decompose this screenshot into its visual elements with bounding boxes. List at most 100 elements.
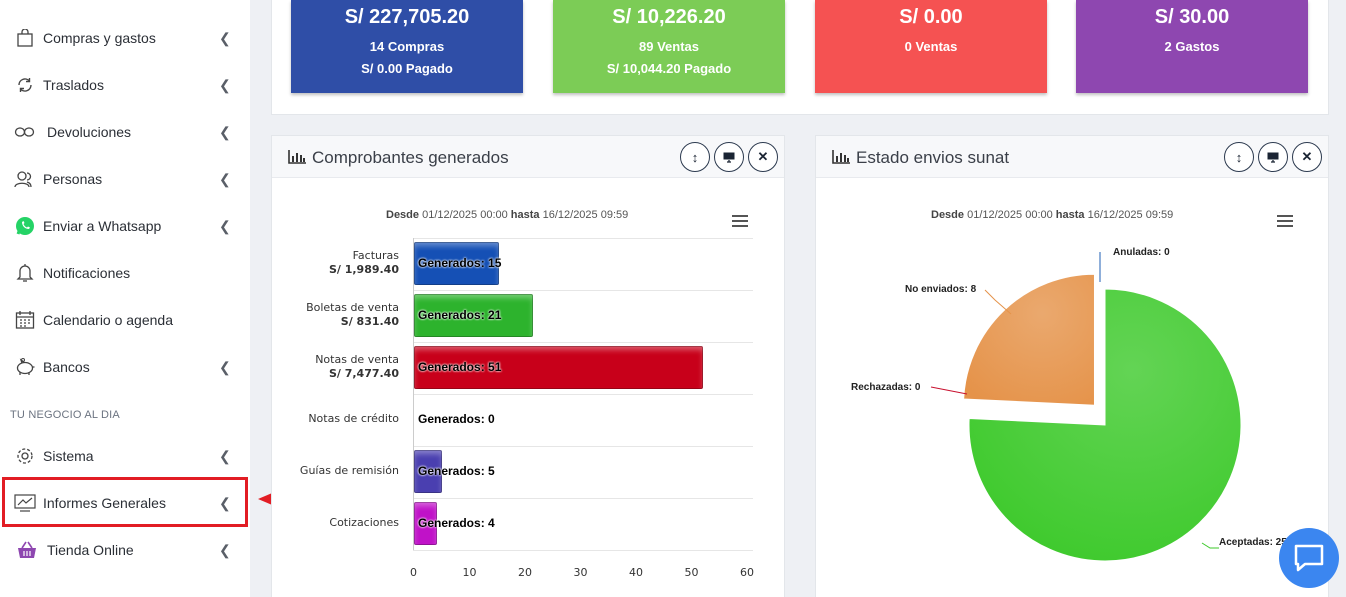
y-axis [413, 238, 414, 550]
grid-line [413, 498, 753, 499]
card-amount: S/ 30.00 [1154, 6, 1230, 28]
chat-button[interactable] [1279, 528, 1339, 588]
grid-line [413, 342, 753, 343]
fullscreen-button[interactable] [1258, 142, 1288, 172]
card-line2: S/ 10,044.20 Pagado [606, 61, 732, 76]
close-button[interactable]: ✕ [748, 142, 778, 172]
card-gastos[interactable]: S/ 30.00 2 Gastos [1076, 0, 1308, 93]
card-compras[interactable]: S/ 227,705.20 14 Compras S/ 0.00 Pagado [291, 0, 523, 93]
sidebar-item-label: Traslados [43, 77, 104, 93]
users-icon [14, 169, 36, 189]
bar[interactable] [414, 450, 443, 493]
bar[interactable] [414, 502, 437, 545]
sidebar-item-label: Personas [43, 171, 103, 187]
card-amount: S/ 10,226.20 [612, 6, 726, 28]
card-ventas-pendientes[interactable]: S/ 0.00 0 Ventas [815, 0, 1047, 93]
card-line1: 89 Ventas [639, 39, 699, 54]
gear-icon [14, 446, 36, 466]
pie-slice[interactable] [968, 288, 1242, 562]
section-label: TU NEGOCIO AL DIA [10, 409, 120, 421]
chart-subtitle: Desde 01/12/2025 00:00 hasta 16/12/2025 … [931, 209, 1174, 221]
grid-line [413, 394, 753, 395]
close-button[interactable]: ✕ [1292, 142, 1322, 172]
panel-header: Comprobantes generados ↕ ✕ [272, 136, 784, 178]
basket-icon [16, 540, 38, 560]
x-tick-label: 20 [518, 566, 532, 579]
sidebar-item-label: Devoluciones [47, 124, 132, 140]
piggy-bank-icon [14, 357, 36, 377]
category-label: Boletas de venta S/ 831.40 [306, 301, 399, 328]
sidebar-item-compras[interactable]: Compras y gastos ❮ [0, 18, 250, 58]
chart-line-icon [14, 493, 36, 513]
pie-data-label: Rechazadas: 0 [851, 382, 921, 393]
bar[interactable] [414, 346, 703, 389]
infinity-icon [14, 122, 36, 142]
card-amount: S/ 0.00 [899, 6, 963, 28]
sidebar-item-label: Bancos [43, 359, 90, 375]
category-label: Notas de venta S/ 7,477.40 [315, 353, 399, 380]
pie-slice[interactable] [963, 273, 1095, 406]
sidebar-item-label: Informes Generales [43, 495, 166, 511]
sidebar-item-sistema[interactable]: Sistema ❮ [0, 436, 250, 476]
sidebar-item-label: Enviar a Whatsapp [43, 218, 162, 234]
chevron-left-icon: ❮ [219, 358, 231, 375]
data-label: Generados: 4 [418, 516, 495, 530]
card-amount: S/ 227,705.20 [344, 6, 470, 28]
x-tick-label: 40 [629, 566, 643, 579]
pie-data-label: Anuladas: 0 [1113, 247, 1170, 258]
grid-line [413, 290, 753, 291]
sidebar-item-informes-generales[interactable]: Informes Generales ❮ [0, 483, 250, 523]
resize-button[interactable]: ↕ [680, 142, 710, 172]
sidebar-item-whatsapp[interactable]: Enviar a Whatsapp ❮ [0, 206, 250, 246]
panel-title: Estado envios sunat [856, 148, 1010, 167]
leader-line [1201, 542, 1219, 549]
card-line1: 2 Gastos [1164, 39, 1220, 54]
grid-line [413, 446, 753, 447]
sidebar-item-personas[interactable]: Personas ❮ [0, 159, 250, 199]
whatsapp-icon [14, 216, 36, 236]
data-label: Generados: 21 [418, 308, 502, 322]
highlight-box [2, 477, 248, 527]
x-tick-label: 60 [740, 566, 754, 579]
data-label: Generados: 0 [418, 412, 495, 426]
data-label: Generados: 51 [418, 360, 502, 374]
data-label: Generados: 15 [418, 256, 502, 270]
card-ventas[interactable]: S/ 10,226.20 89 Ventas S/ 10,044.20 Paga… [553, 0, 785, 93]
x-tick-label: 30 [573, 566, 588, 579]
card-line1: 0 Ventas [904, 39, 958, 54]
x-tick-label: 10 [462, 566, 477, 579]
hamburger-menu-icon[interactable] [732, 215, 748, 227]
bar-chart-icon [288, 150, 306, 169]
sidebar-item-traslados[interactable]: Traslados ❮ [0, 65, 250, 105]
chevron-left-icon: ❮ [219, 29, 231, 46]
sidebar-item-calendario[interactable]: Calendario o agenda [0, 300, 250, 340]
data-label: Generados: 5 [418, 464, 495, 478]
sidebar-item-devoluciones[interactable]: Devoluciones ❮ [0, 112, 250, 152]
chevron-left-icon: ❮ [219, 170, 231, 187]
sidebar-item-label: Tienda Online [47, 542, 134, 558]
sidebar-item-label: Notificaciones [43, 265, 131, 281]
resize-button[interactable]: ↕ [1224, 142, 1254, 172]
card-line2: S/ 0.00 Pagado [361, 61, 453, 76]
bell-icon [14, 263, 36, 283]
chevron-left-icon: ❮ [219, 217, 231, 234]
category-label: Notas de crédito [308, 412, 399, 425]
bar[interactable] [414, 242, 499, 285]
chevron-left-icon: ❮ [219, 447, 231, 464]
card-line1: 14 Compras [369, 39, 445, 54]
chevron-left-icon: ❮ [219, 494, 231, 511]
grid-line [413, 238, 753, 239]
sidebar-item-tienda-online[interactable]: Tienda Online ❮ [0, 530, 250, 570]
sidebar-item-label: Sistema [43, 448, 94, 464]
bar[interactable] [414, 294, 533, 337]
sidebar-item-label: Calendario o agenda [43, 312, 173, 328]
fullscreen-button[interactable] [714, 142, 744, 172]
sidebar-item-label: Compras y gastos [43, 30, 156, 46]
category-label: Guías de remisión [299, 464, 399, 477]
pie-data-label: No enviados: 8 [905, 284, 977, 295]
sidebar-item-notificaciones[interactable]: Notificaciones [0, 253, 250, 293]
leader-line [984, 289, 1012, 315]
sidebar: Compras y gastos ❮ Traslados ❮ Devolucio… [0, 0, 250, 597]
sidebar-item-bancos[interactable]: Bancos ❮ [0, 347, 250, 387]
hamburger-menu-icon[interactable] [1277, 215, 1293, 227]
